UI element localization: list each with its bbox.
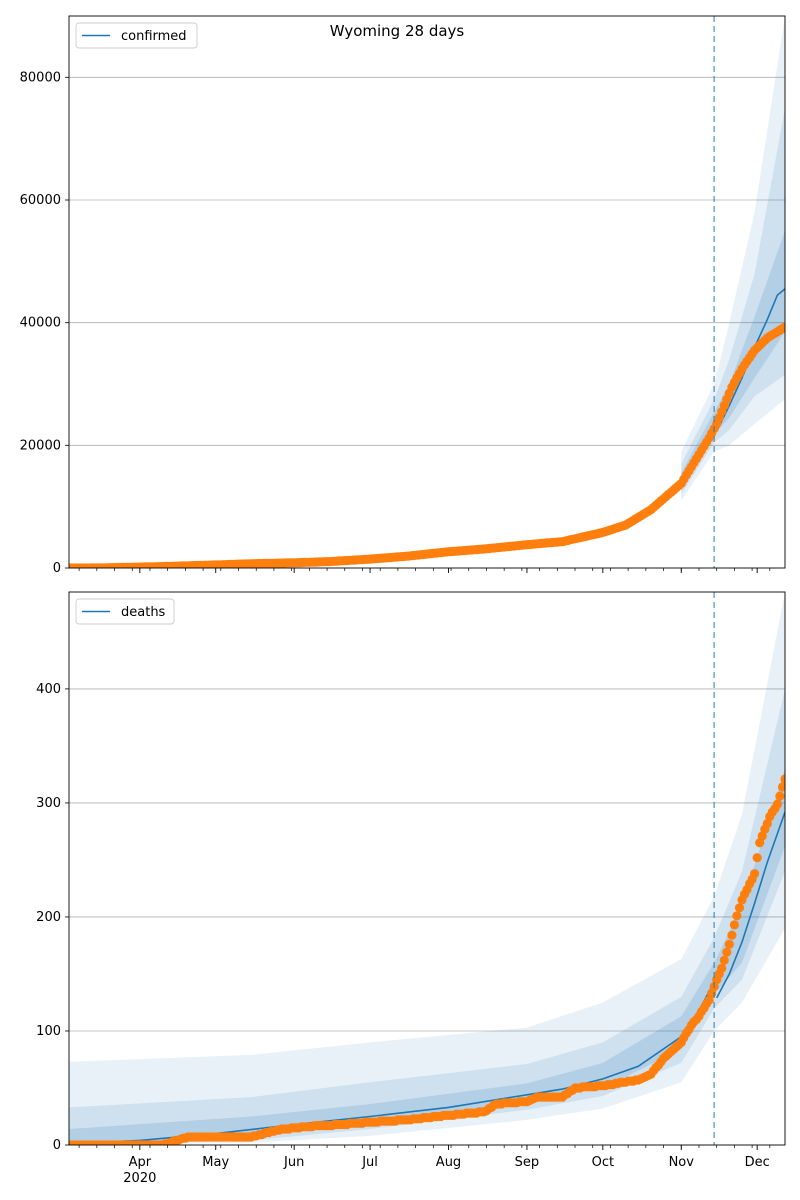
- x-tick-label: Aug: [436, 1155, 461, 1170]
- legend-box: [75, 22, 198, 49]
- confirmed-panel: 0 20000 40000 60000 80000 confirmed: [20, 15, 786, 576]
- legend: confirmed: [75, 22, 198, 49]
- observed-point: [734, 903, 745, 913]
- y-tick-label: 100: [36, 1024, 61, 1039]
- observed-point: [722, 947, 732, 957]
- axes-frame: [68, 591, 786, 1146]
- y-tick-label: 40000: [20, 316, 61, 331]
- y-tick-label: 0: [53, 1138, 61, 1153]
- observed-point: [750, 869, 760, 879]
- observed-point: [729, 920, 740, 930]
- figure-title: Wyoming 28 days: [330, 22, 465, 40]
- x-tick-label: Sep: [515, 1155, 540, 1170]
- forecast-line: [715, 811, 785, 999]
- y-tick-label: 80000: [20, 70, 61, 85]
- observed-point: [752, 853, 762, 863]
- observed-point: [727, 930, 737, 940]
- x-tick-label: Jun: [283, 1155, 304, 1170]
- observed-point: [772, 799, 783, 809]
- uncertainty-band: [681, 16, 785, 501]
- y-tick-label: 20000: [20, 438, 61, 453]
- observed-point: [719, 955, 729, 965]
- uncertainty-band: [69, 592, 785, 1145]
- legend-label: deaths: [121, 605, 166, 620]
- observed-point: [780, 774, 785, 784]
- x-tick-label: Dec: [745, 1155, 770, 1170]
- y-tick-label: 0: [53, 561, 61, 576]
- x-tick-label: May: [202, 1155, 229, 1170]
- y-tick-label: 300: [36, 796, 61, 811]
- observed-point: [775, 791, 785, 801]
- legend: deaths: [75, 598, 175, 625]
- uncertainty-band: [681, 230, 785, 490]
- x-tick-label: Oct: [592, 1155, 614, 1170]
- observed-point: [780, 322, 785, 332]
- y-tick-label: 400: [36, 682, 61, 697]
- legend-label: confirmed: [121, 29, 187, 44]
- observed-point: [724, 939, 734, 949]
- y-tick-label: 200: [36, 910, 61, 925]
- observed-point: [762, 818, 772, 829]
- x-tick-label: Jul: [361, 1155, 378, 1170]
- uncertainty-band: [681, 108, 785, 495]
- observed-point: [777, 782, 785, 792]
- observed-point: [732, 911, 742, 921]
- legend-box: [75, 598, 175, 625]
- observed-point: [717, 963, 727, 973]
- x-tick-label: Apr: [129, 1155, 152, 1170]
- x-tick-label: Nov: [669, 1155, 695, 1170]
- x-tick-year-label: 2020: [123, 1171, 156, 1186]
- y-tick-label: 60000: [20, 193, 61, 208]
- axes-frame: [68, 15, 786, 569]
